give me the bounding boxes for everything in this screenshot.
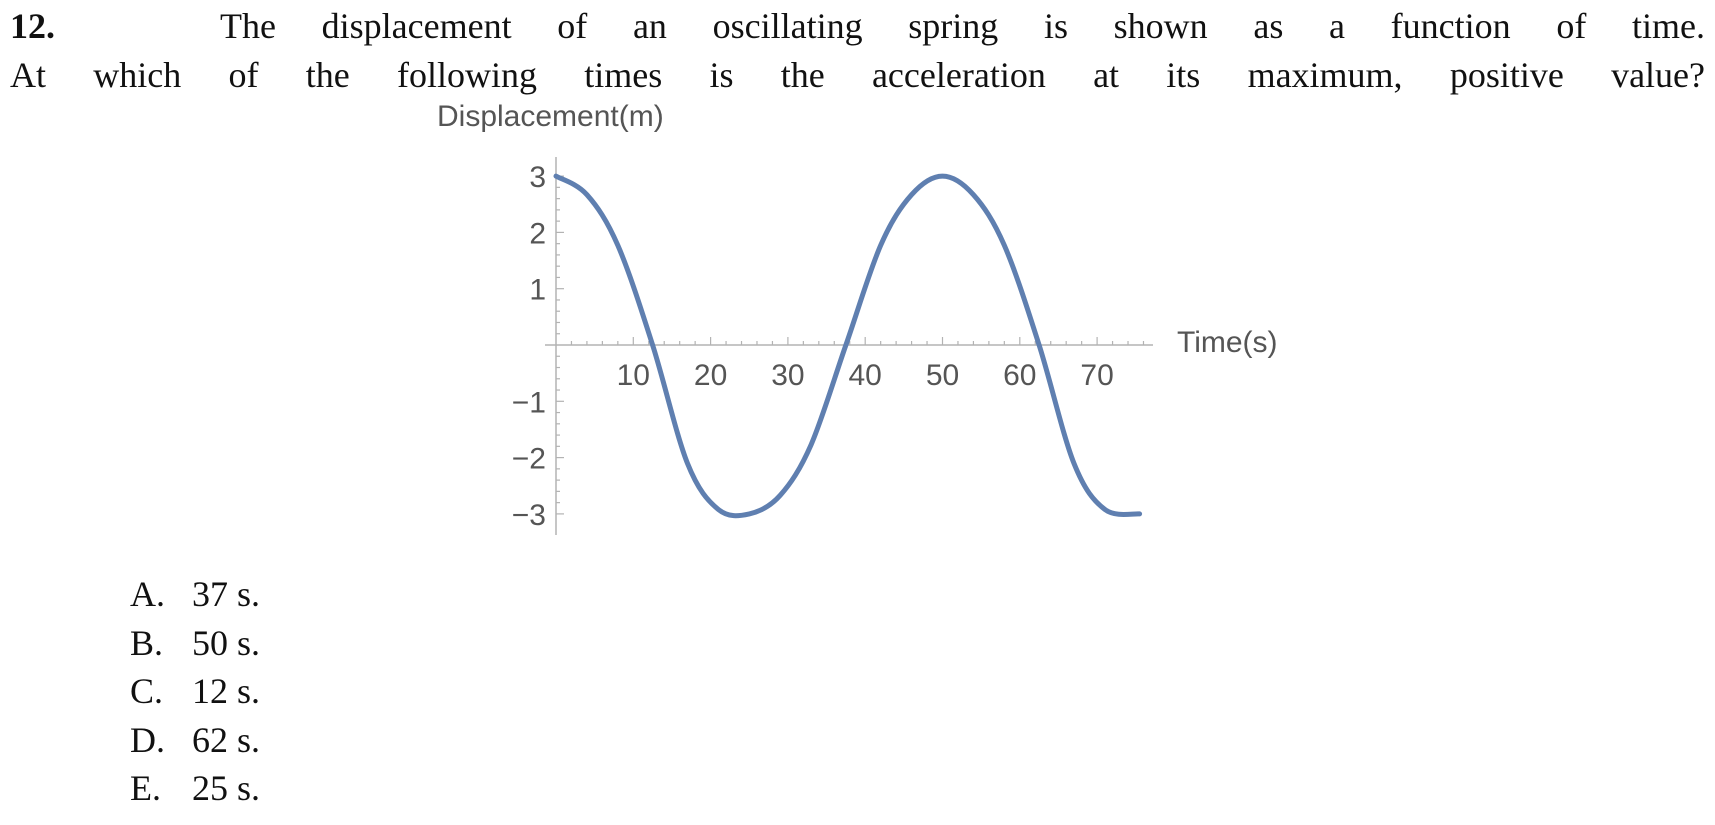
- x-axis-title: Time(s): [1177, 326, 1278, 359]
- question-text: 12. The displacement of an oscillating s…: [10, 2, 1705, 100]
- answer-letter: C.: [130, 671, 164, 711]
- y-tick-label: −1: [512, 386, 546, 419]
- answer-choices: A. 37 s. B. 50 s. C. 12 s. D. 62 s. E. 25 s.: [130, 570, 260, 813]
- x-tick-label: 30: [771, 359, 804, 392]
- question-line-1: 12. The displacement of an oscillating s…: [10, 2, 1705, 51]
- x-tick-label: 10: [617, 359, 650, 392]
- answer-text: 50 s.: [192, 622, 261, 663]
- answer-choice-c[interactable]: C. 12 s.: [130, 667, 260, 716]
- chart-labels: 10 20 30 40 50 60 70 3 2 1 −1 −2 −3 Displacement(m) Ti…: [437, 100, 1278, 532]
- answer-letter: D.: [130, 719, 165, 760]
- answer-choice-d[interactable]: D. 62 s.: [130, 716, 260, 765]
- y-tick-label: 2: [529, 217, 546, 250]
- chart-series: [553, 173, 1143, 519]
- answer-letter: A.: [130, 574, 165, 614]
- x-tick-label: 70: [1080, 359, 1113, 392]
- y-tick-label: −2: [512, 443, 546, 476]
- question-number: 12.: [10, 6, 55, 46]
- question-stem-part-1: The displacement of an oscillating sprin…: [220, 6, 1705, 46]
- chart-axes: [545, 157, 1153, 535]
- x-tick-label: 60: [1003, 359, 1036, 392]
- y-tick-label: 1: [529, 274, 546, 307]
- answer-text: 62 s.: [192, 719, 261, 760]
- answer-choice-e[interactable]: E. 25 s.: [130, 764, 260, 813]
- answer-letter: B.: [130, 622, 164, 663]
- y-tick-label: −3: [512, 499, 546, 532]
- answer-letter: E.: [130, 768, 161, 808]
- question-stem-part-2: At which of the following times is the a…: [10, 55, 1705, 95]
- answer-text: 12 s.: [192, 671, 261, 711]
- x-tick-label: 20: [694, 359, 727, 392]
- answer-choice-a[interactable]: A. 37 s.: [130, 570, 260, 619]
- y-axis-title: Displacement(m): [437, 100, 664, 133]
- x-tick-label: 50: [926, 359, 959, 392]
- chart-ticks: [556, 175, 1145, 515]
- y-tick-label: 3: [529, 161, 546, 194]
- x-tick-label: 40: [849, 359, 882, 392]
- displacement-series-line: [553, 173, 1143, 519]
- answer-text: 37 s.: [192, 574, 261, 614]
- answer-choice-b[interactable]: B. 50 s.: [130, 619, 260, 668]
- answer-text: 25 s.: [192, 768, 261, 808]
